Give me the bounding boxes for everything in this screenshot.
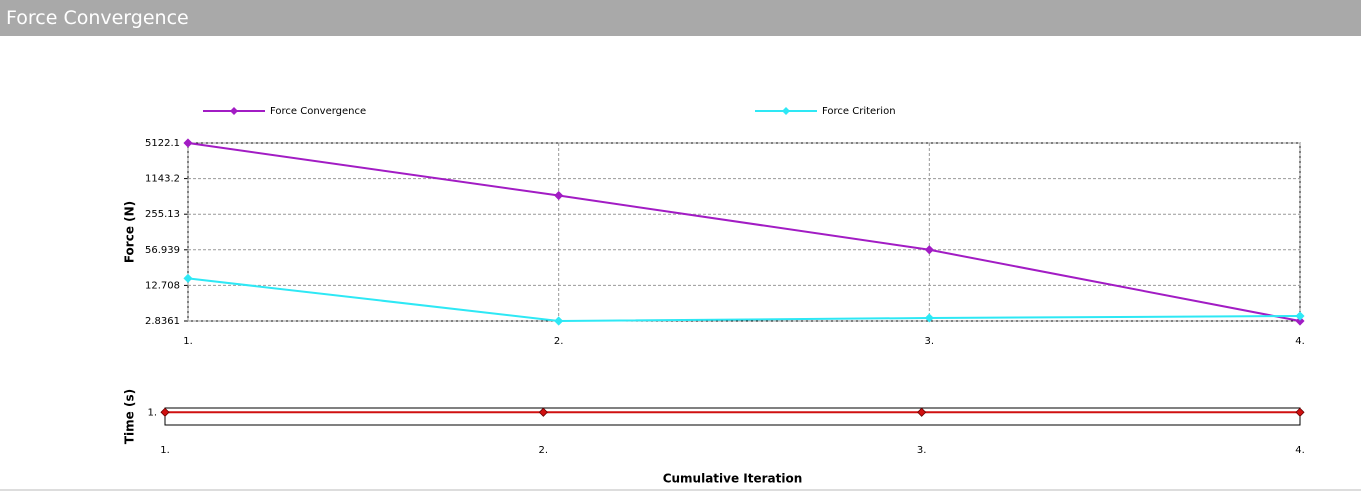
y-tick-label: 56.939 <box>145 245 180 256</box>
plot-area <box>164 407 1301 426</box>
x-tick-label: 3. <box>917 445 927 456</box>
data-point <box>554 190 564 201</box>
series-line <box>187 277 1301 323</box>
x-tick-label: 2. <box>554 336 564 347</box>
y-tick-label: 2.8361 <box>145 316 180 327</box>
x-tick-label: 4. <box>1295 445 1305 456</box>
data-point <box>183 138 193 148</box>
y-tick-label: 5122.1 <box>145 138 180 149</box>
x-tick-label: 1. <box>183 336 193 347</box>
series-line <box>187 142 1301 322</box>
x-tick-label: 3. <box>925 336 935 347</box>
panel-title: Force Convergence <box>0 0 1361 36</box>
legend-marker <box>782 107 790 115</box>
data-point <box>554 316 564 326</box>
data-point <box>924 313 934 323</box>
data-point <box>924 245 934 255</box>
data-point <box>538 407 548 417</box>
data-point <box>160 407 170 417</box>
data-point <box>1295 311 1305 321</box>
plot-area <box>187 142 1301 322</box>
data-point <box>183 273 193 283</box>
x-tick-label: 4. <box>1295 336 1305 347</box>
x-axis-title: Cumulative Iteration <box>663 472 803 486</box>
data-point <box>1295 316 1305 326</box>
x-tick-label: 2. <box>539 445 549 456</box>
y-tick-label: 255.13 <box>145 209 180 220</box>
y-axis-title: Time (s) <box>123 389 137 444</box>
legend-label: Force Criterion <box>822 106 896 117</box>
data-point <box>1295 407 1305 417</box>
y-tick-label: 1. <box>147 407 157 418</box>
data-point <box>917 407 927 417</box>
y-tick-label: 12.708 <box>145 280 180 291</box>
x-tick-label: 1. <box>160 445 170 456</box>
legend-label: Force Convergence <box>270 106 366 117</box>
legend-marker <box>230 107 238 115</box>
y-tick-label: 1143.2 <box>145 174 180 185</box>
y-axis-title: Force (N) <box>123 201 137 263</box>
